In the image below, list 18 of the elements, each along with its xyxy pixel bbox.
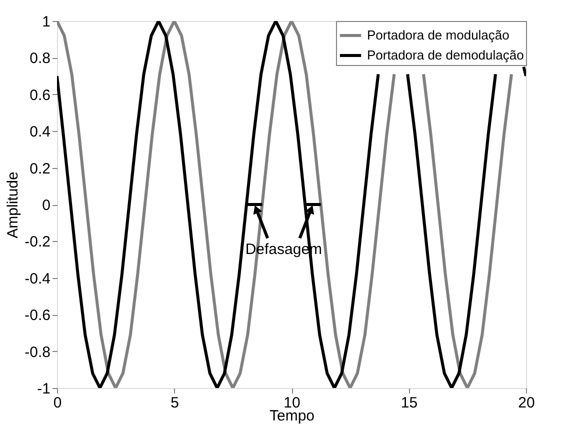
y-tick-label: -0.6 [24, 307, 50, 324]
y-tick-label: 0.4 [30, 124, 50, 141]
y-tick-label: 0.8 [30, 50, 50, 68]
y-tick-label: -0.8 [24, 344, 50, 361]
y-tick-label: 0.2 [30, 160, 50, 178]
y-tick-label: 1 [42, 14, 50, 30]
y-tick-label: -0.2 [24, 234, 50, 251]
x-tick-label: 20 [518, 394, 535, 412]
x-tick-label: 0 [53, 394, 62, 412]
legend-label: Portadora de modulação [367, 28, 510, 42]
y-tick-label: 0.6 [30, 86, 50, 104]
legend-label: Portadora de demodulação [367, 48, 524, 62]
y-tick-label: -0.4 [24, 270, 50, 288]
x-tick-label: 5 [170, 394, 179, 412]
y-tick-label: 0 [42, 197, 50, 214]
x-tick-label: 15 [400, 394, 418, 412]
y-tick-label: -1 [37, 380, 50, 398]
y-axis-title: Amplitude [4, 172, 22, 238]
